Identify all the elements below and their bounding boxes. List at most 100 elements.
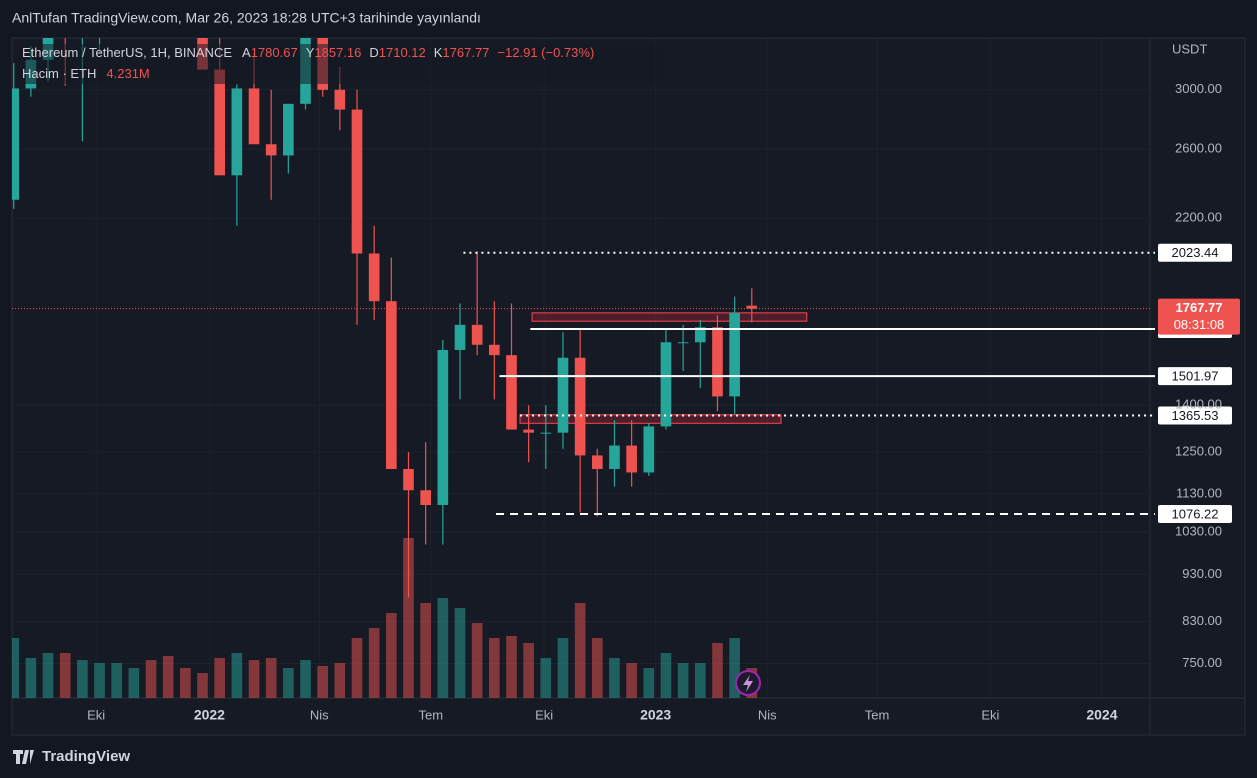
volume-bar <box>12 638 20 698</box>
volume-bar <box>248 660 260 698</box>
price-line-label-box <box>1158 243 1232 262</box>
volume-bar <box>59 653 71 698</box>
volume-bar <box>214 658 226 698</box>
legend-key: K <box>434 45 443 60</box>
candle-body <box>351 109 363 254</box>
current-price-box <box>1158 298 1240 335</box>
candle-body <box>626 445 637 473</box>
candle-body <box>386 301 397 469</box>
candle-body <box>265 144 277 156</box>
volume-bar <box>77 660 88 698</box>
volume-bar <box>643 668 655 698</box>
legend-value: 1857.16 <box>314 45 361 60</box>
volume-bar <box>557 638 569 698</box>
candle-body <box>677 342 689 344</box>
candle-body <box>694 327 706 343</box>
price-line-label: 1501.97 <box>1172 369 1219 384</box>
volume-bar <box>351 638 363 698</box>
alert-bolt <box>743 675 753 692</box>
legend-bg <box>18 44 663 84</box>
candle-body <box>403 468 414 491</box>
volume-bar <box>300 660 311 698</box>
legend-key: Y <box>306 45 315 60</box>
x-tick-label: 2024 <box>1086 707 1117 723</box>
candle-body <box>523 429 534 433</box>
x-tick-label: Tem <box>865 707 890 722</box>
candle-body <box>746 305 758 309</box>
x-tick-label: Eki <box>87 707 105 722</box>
zone <box>531 312 808 322</box>
candles <box>12 38 758 598</box>
published-text: AnlTufan TradingView.com, Mar 26, 2023 1… <box>12 10 481 26</box>
candle-body <box>334 89 346 110</box>
volume-bar <box>180 668 191 698</box>
volume-bar <box>523 643 534 698</box>
candle-body <box>420 490 431 505</box>
candle-body <box>643 426 655 473</box>
y-tick-label: 1250.00 <box>1175 444 1222 459</box>
legend-volume-value: 4.231M <box>106 66 149 81</box>
x-tick-label: Nis <box>310 707 329 722</box>
volume-bar <box>111 663 123 698</box>
legend-symbol-name: Ethereum / TetherUS, 1H, BINANCE <box>22 45 232 60</box>
candle-body <box>283 103 294 156</box>
legend-key: A <box>242 45 251 60</box>
legend-value: 1710.12 <box>379 45 426 60</box>
x-tick-label: Nis <box>758 707 777 722</box>
volume <box>12 538 758 698</box>
volume-bar <box>128 668 140 698</box>
candle-body <box>471 324 483 345</box>
y-tick-label: 830.00 <box>1182 613 1222 628</box>
candle-body <box>214 69 226 176</box>
volume-bar <box>626 663 637 698</box>
volume-bar <box>712 643 723 698</box>
candle-body <box>574 357 586 456</box>
volume-bar <box>265 658 277 698</box>
footer-brand: TradingView <box>42 748 130 765</box>
price-line-label: 1076.22 <box>1172 506 1219 521</box>
axes: 750.00 830.00 930.00 1030.00 1130.00 1250.00 1… <box>87 41 1222 722</box>
legend-value: 1767.77 <box>442 45 489 60</box>
volume-bar <box>145 660 157 698</box>
candle-body <box>437 349 449 505</box>
countdown-label: 08:31:08 <box>1174 317 1225 332</box>
volume-bar <box>317 666 328 698</box>
volume-bar <box>677 663 689 698</box>
candle-body <box>557 357 569 433</box>
volume-bar <box>454 608 466 698</box>
candle-body <box>712 327 723 397</box>
price-line-label-box <box>1158 406 1232 425</box>
y-tick-label: 3000.00 <box>1175 81 1222 96</box>
volume-bar <box>197 673 208 698</box>
volume-bar <box>403 538 414 698</box>
volume-bar <box>540 658 552 698</box>
candle-body <box>506 355 517 430</box>
volume-bar <box>94 663 105 698</box>
x-tick-label: Eki <box>981 707 999 722</box>
volume-bar <box>574 603 586 698</box>
x-tick-label: 2023 <box>640 707 671 723</box>
volume-bar <box>368 628 380 698</box>
y-tick-label: 2600.00 <box>1175 140 1222 155</box>
candle-body <box>231 88 243 176</box>
candle-body <box>729 312 740 397</box>
volume-bar <box>42 653 54 698</box>
x-tick-label: Tem <box>419 707 444 722</box>
y-tick-label: 1130.00 <box>1176 485 1222 500</box>
current-price-label: 1767.77 <box>1176 300 1223 315</box>
y-tick-label: 750.00 <box>1182 655 1222 670</box>
x-tick-label: 2022 <box>194 707 225 723</box>
volume-bar <box>25 658 37 698</box>
candle-body <box>368 253 380 302</box>
volume-bar <box>591 638 603 698</box>
candle-body <box>248 88 260 145</box>
volume-bar <box>162 656 174 698</box>
zone <box>519 414 782 424</box>
chart-frame <box>11 37 1246 736</box>
volume-bar <box>231 653 243 698</box>
y-tick-label: 1400.00 <box>1175 397 1222 412</box>
volume-bar <box>471 623 483 698</box>
volume-bar <box>420 603 431 698</box>
